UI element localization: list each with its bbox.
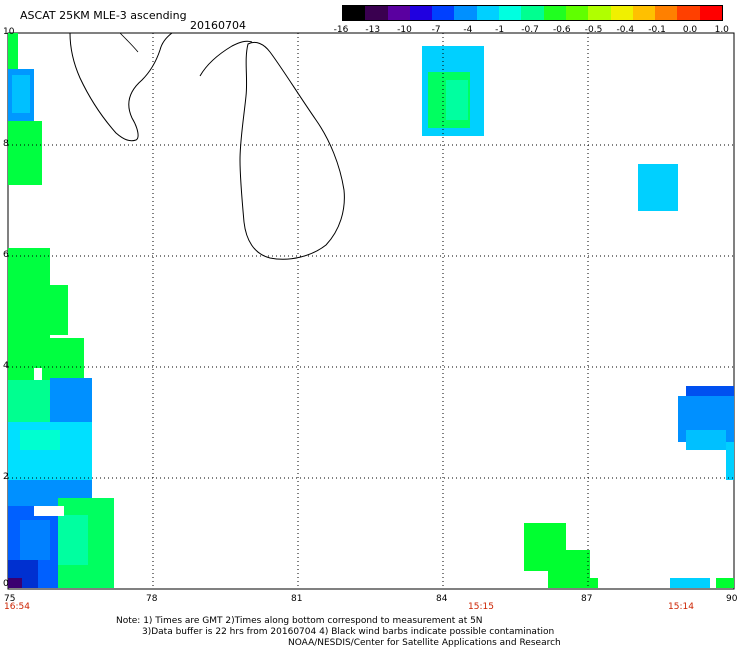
lon-label-87: 87 <box>581 594 593 604</box>
colorbar-segment <box>543 6 566 20</box>
lat-label-2: 2 <box>3 472 9 482</box>
colorbar-label: -4 <box>463 25 473 35</box>
coastline-strait <box>199 40 253 77</box>
colorbar-segment <box>610 6 633 20</box>
colorbar-segment <box>655 6 678 20</box>
colorbar-label: -0.4 <box>616 25 635 35</box>
coastline-india <box>69 32 173 142</box>
time-label-2: 15:15 <box>468 602 494 612</box>
colorbar-segment <box>454 6 477 20</box>
colorbar-segment <box>432 6 455 20</box>
swath-right <box>678 386 734 480</box>
lat-label-8: 8 <box>3 139 9 149</box>
swath-top <box>422 46 484 136</box>
swath-bottom <box>524 523 734 588</box>
coastline-india-detail <box>119 32 139 53</box>
time-label-1: 16:54 <box>4 602 30 612</box>
colorbar-label: -0.7 <box>521 25 539 35</box>
lon-label-90: 90 <box>726 594 738 604</box>
swath-left <box>8 33 114 588</box>
lon-label-81: 81 <box>291 594 303 604</box>
colorbar <box>342 5 723 21</box>
lon-label-75: 75 <box>4 594 16 604</box>
colorbar-segment <box>476 6 500 20</box>
lon-label-78: 78 <box>146 594 158 604</box>
colorbar-label: -13 <box>365 25 381 35</box>
colorbar-segment <box>499 6 522 20</box>
colorbar-segment <box>565 6 589 20</box>
lon-label-84: 84 <box>436 594 448 604</box>
product-date: 20160704 <box>190 19 246 32</box>
coastline-sri-lanka <box>239 41 345 260</box>
colorbar-label: 1.0 <box>714 25 729 35</box>
note-line-2: 3)Data buffer is 22 hrs from 20160704 4)… <box>142 627 555 637</box>
note-line-1: Note: 1) Times are GMT 2)Times along bot… <box>116 616 483 626</box>
plot-frame <box>7 32 735 590</box>
grid-lines <box>8 33 734 589</box>
colorbar-label: -10 <box>397 25 412 35</box>
lat-label-0: 0 <box>3 579 9 589</box>
colorbar-label: -0.1 <box>648 25 666 35</box>
colorbar-label: 0.0 <box>682 25 698 35</box>
note-line-3: NOAA/NESDIS/Center for Satellite Applica… <box>288 638 561 648</box>
colorbar-segment <box>365 6 388 20</box>
colorbar-segment <box>387 6 410 20</box>
colorbar-segment <box>677 6 700 20</box>
time-label-3: 15:14 <box>668 602 694 612</box>
colorbar-segment <box>409 6 433 20</box>
colorbar-label: -7 <box>431 25 441 35</box>
colorbar-label: -0.6 <box>553 25 571 35</box>
swath-cell <box>638 164 678 211</box>
colorbar-segment <box>632 6 656 20</box>
lat-label-10: 10 <box>3 27 15 37</box>
colorbar-segment <box>699 6 723 20</box>
colorbar-segment <box>343 6 366 20</box>
lat-label-6: 6 <box>3 250 9 260</box>
lat-label-4: 4 <box>3 361 9 371</box>
colorbar-segment <box>588 6 611 20</box>
colorbar-segment <box>521 6 544 20</box>
colorbar-label: -1 <box>495 25 505 35</box>
colorbar-label: -0.5 <box>584 25 603 35</box>
colorbar-label: -16 <box>333 25 349 35</box>
product-title: ASCAT 25KM MLE-3 ascending <box>20 9 187 22</box>
